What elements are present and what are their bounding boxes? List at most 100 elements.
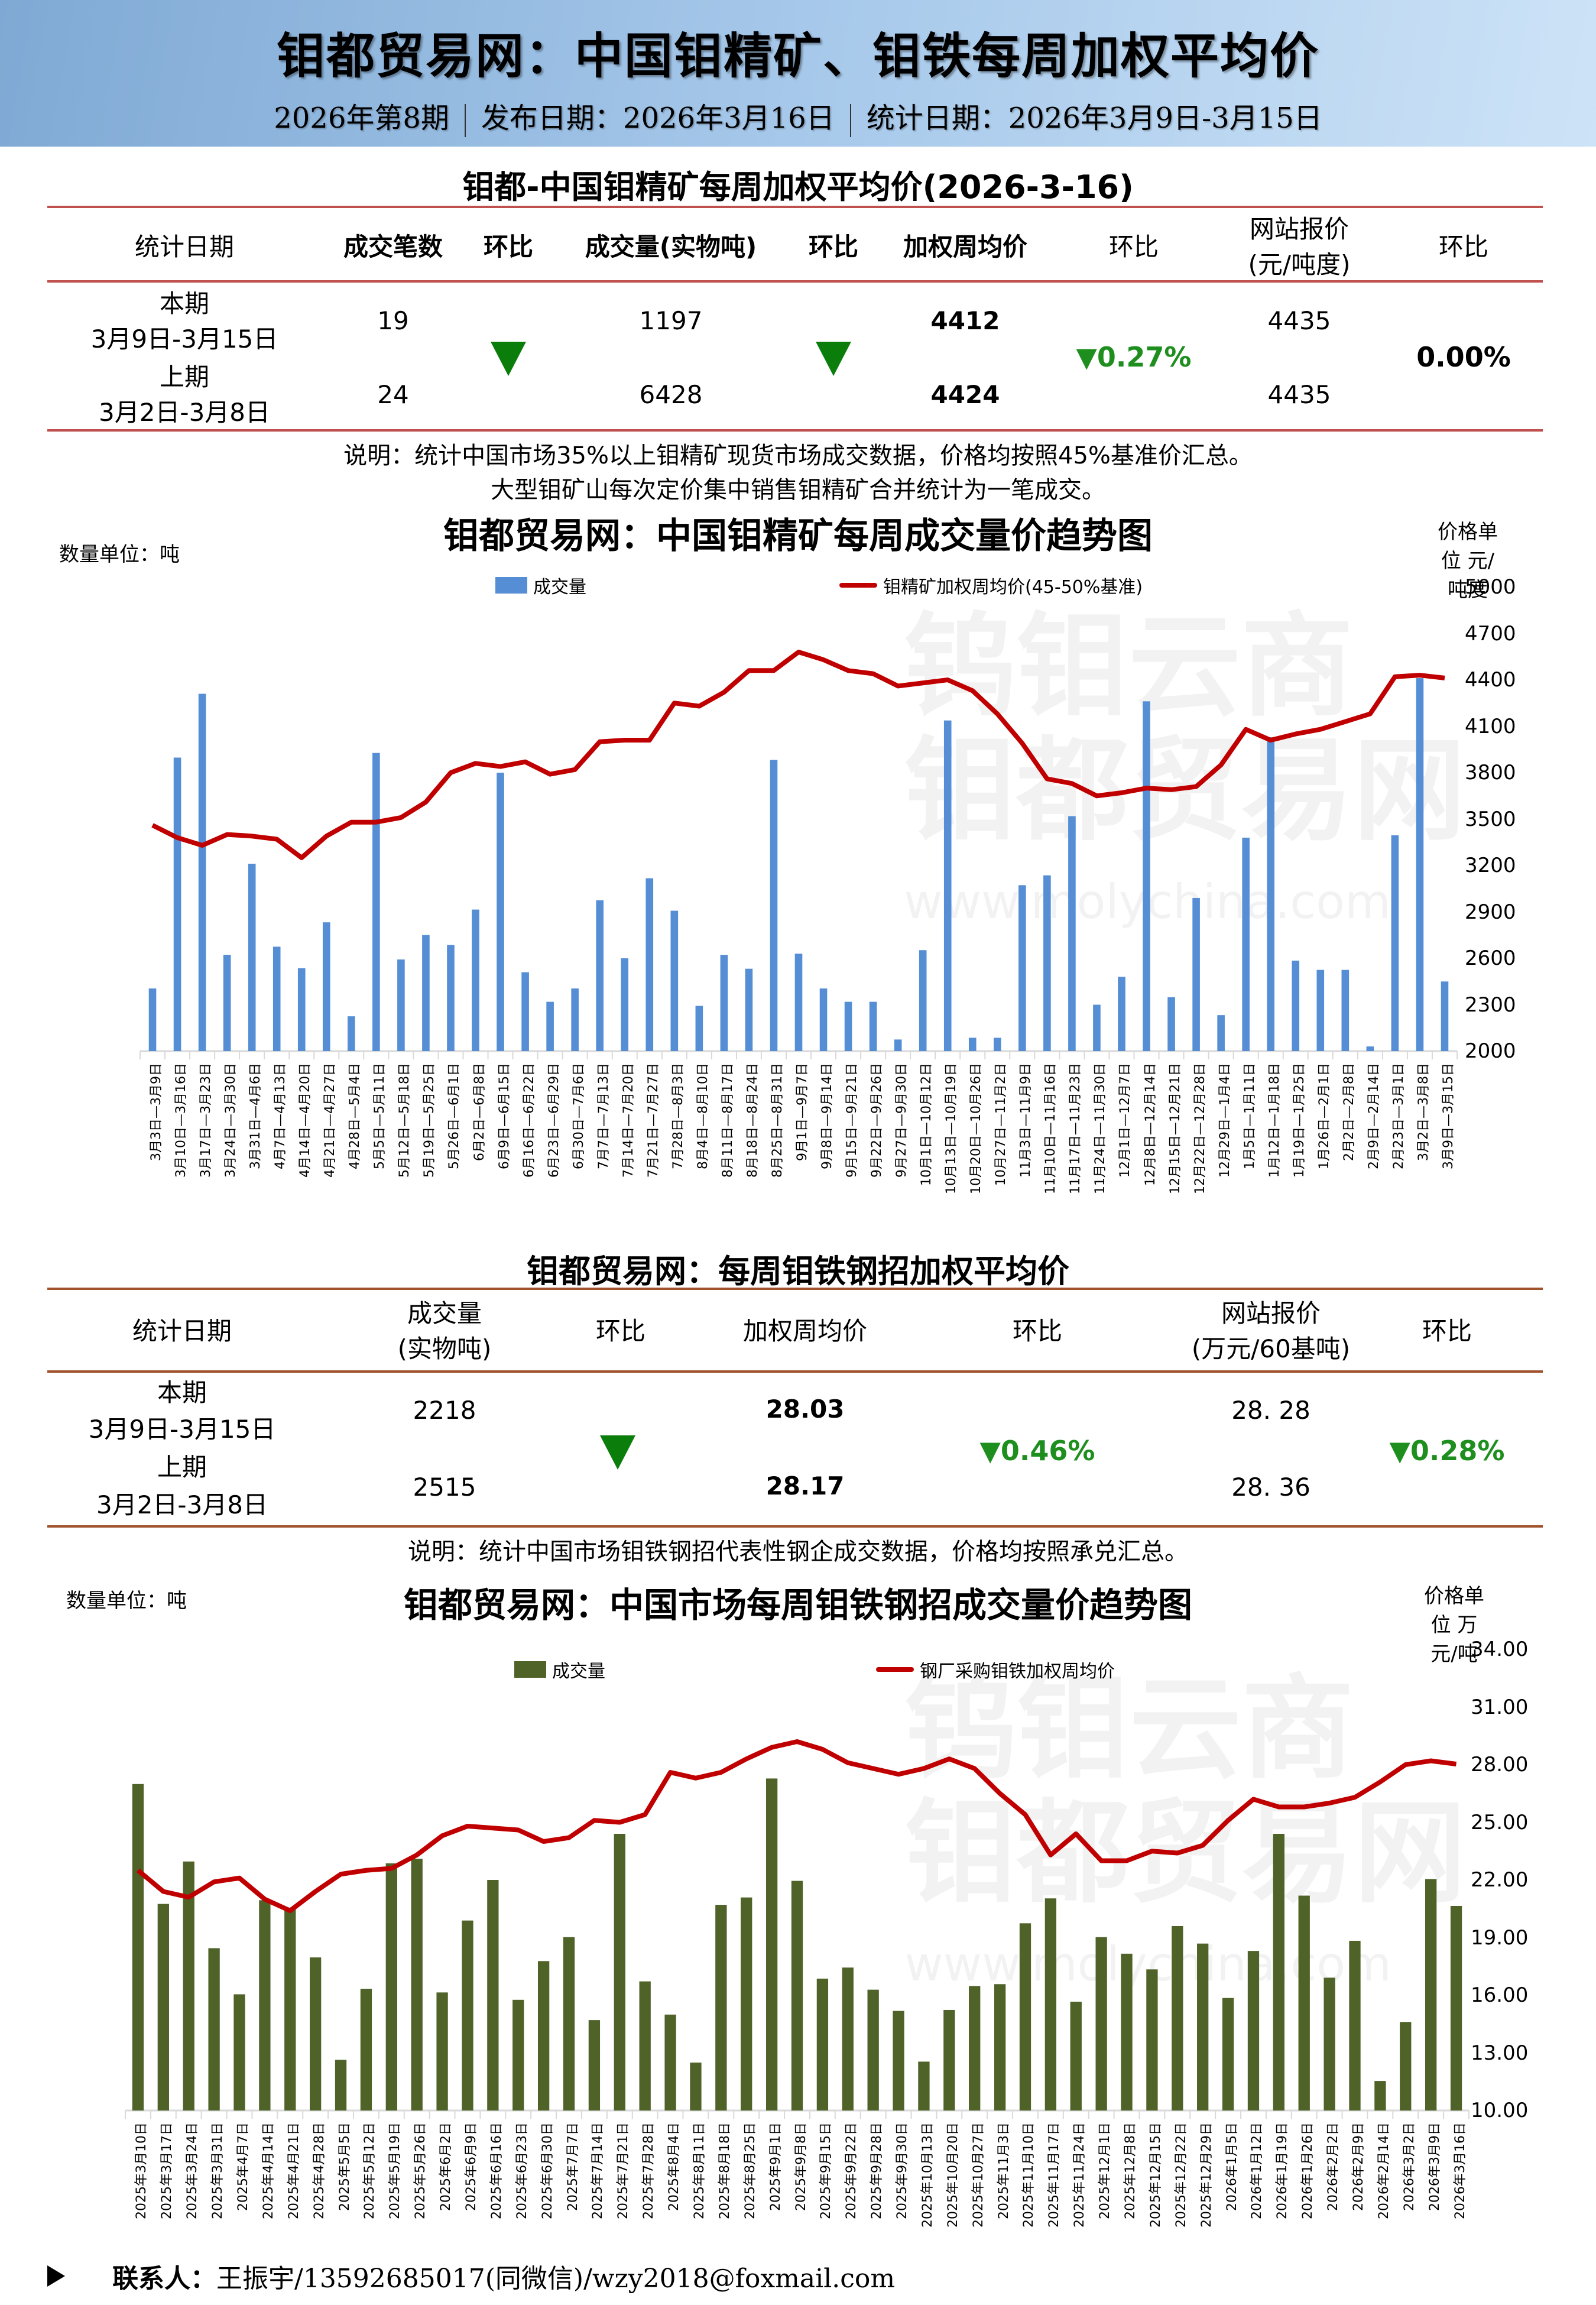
legend-label: 成交量 bbox=[552, 1661, 605, 1682]
previous-site-price: 28. 36 bbox=[1231, 1473, 1310, 1502]
x-tick-label: 2025年9月8日 bbox=[793, 2122, 809, 2211]
x-tick-label: 2025年10月27日 bbox=[971, 2122, 986, 2228]
bar bbox=[819, 988, 828, 1051]
x-tick-label: 2025年7月7日 bbox=[565, 2122, 580, 2211]
current-site-price: 28. 28 bbox=[1231, 1396, 1310, 1425]
y-tick-right: 19.00 bbox=[1471, 1925, 1529, 1950]
concentrate-note-2: 大型钼矿山每次定价集中销售钼精矿合并统计为一笔成交。 bbox=[491, 476, 1105, 504]
bar bbox=[198, 693, 206, 1051]
row-previous-range: 3月2日-3月8日 bbox=[98, 398, 271, 427]
table-rule-header bbox=[47, 280, 1543, 283]
row-current-range: 3月9日-3月15日 bbox=[88, 1415, 276, 1444]
bar bbox=[1242, 837, 1250, 1051]
bar bbox=[335, 2060, 347, 2111]
current-deals: 19 bbox=[377, 306, 409, 335]
bar bbox=[472, 909, 479, 1051]
y-tick-right: 22.00 bbox=[1471, 1868, 1529, 1892]
chart1-legend-price: 钼精矿加权周均价(45-50%基准) bbox=[839, 572, 1143, 598]
bar bbox=[1400, 2022, 1412, 2111]
bar bbox=[1146, 1969, 1158, 2111]
y-tick-right: 4400 bbox=[1465, 668, 1516, 692]
divider bbox=[464, 103, 466, 137]
bar bbox=[842, 1967, 854, 2111]
svg-text:钼都贸易网: 钼都贸易网 bbox=[904, 725, 1465, 856]
table-rule-top bbox=[47, 1288, 1543, 1290]
bar bbox=[1247, 1951, 1260, 2111]
bar bbox=[223, 955, 231, 1051]
col-header-avg-change: 环比 bbox=[1108, 232, 1159, 261]
bar bbox=[765, 1778, 778, 2111]
bar bbox=[1298, 1895, 1310, 2111]
bar bbox=[360, 1989, 372, 2111]
bar bbox=[715, 1905, 727, 2111]
bar bbox=[1425, 1879, 1437, 2111]
table-rule-header bbox=[47, 1370, 1543, 1373]
x-tick-label: 2025年5月5日 bbox=[337, 2122, 352, 2211]
publish-date: 发布日期：2026年3月16日 bbox=[481, 102, 835, 135]
bar bbox=[1316, 970, 1325, 1051]
x-tick-label: 2025年5月12日 bbox=[362, 2122, 378, 2219]
x-tick-label: 2025年3月31日 bbox=[210, 2122, 226, 2219]
current-volume: 2218 bbox=[413, 1396, 476, 1425]
y-tick-right: 31.00 bbox=[1471, 1695, 1529, 1719]
bar bbox=[537, 1961, 550, 2111]
bar bbox=[664, 2014, 676, 2111]
bar bbox=[1044, 1898, 1057, 2111]
col-header-volume: 成交量 bbox=[407, 1299, 482, 1328]
x-tick-label: 2025年11月3日 bbox=[996, 2122, 1011, 2219]
x-tick-label: 2025年12月8日 bbox=[1123, 2122, 1138, 2219]
col-header-date: 统计日期 bbox=[134, 232, 235, 261]
y-tick-right: 2000 bbox=[1465, 1039, 1516, 1063]
bar bbox=[563, 1937, 575, 2111]
legend-swatch-bar bbox=[514, 1661, 546, 1678]
y-tick-right: 4700 bbox=[1465, 621, 1516, 646]
table-rule-top bbox=[47, 206, 1543, 208]
bar bbox=[297, 968, 306, 1051]
legend-label: 钢厂采购钼铁加权周均价 bbox=[920, 1661, 1115, 1682]
chart2-legend-volume: 成交量 bbox=[514, 1656, 605, 1682]
bar bbox=[1366, 1046, 1374, 1051]
bar bbox=[1118, 977, 1125, 1051]
report-title: 钼都贸易网：中国钼精矿、钼铁每周加权平均价 bbox=[276, 28, 1319, 85]
bar bbox=[614, 1834, 625, 2111]
x-tick-label: 2025年6月16日 bbox=[489, 2122, 504, 2219]
row-previous-label: 上期 bbox=[157, 1453, 207, 1481]
chart1-right-unit: 价格单位 元/吨度 bbox=[1438, 520, 1498, 602]
chart2-legend-price: 钢厂采购钼铁加权周均价 bbox=[876, 1656, 1115, 1682]
x-tick-label: 2025年5月26日 bbox=[413, 2122, 429, 2219]
x-tick-label: 2025年12月22日 bbox=[1173, 2122, 1189, 2228]
deals-down-arrow-icon bbox=[491, 342, 526, 376]
bar bbox=[1222, 1998, 1234, 2111]
col-header-volume-unit: (实物吨) bbox=[397, 1334, 492, 1363]
col-header-site-price: 网站报价 bbox=[1221, 1299, 1321, 1328]
bar bbox=[259, 1900, 271, 2111]
y-tick-right: 34.00 bbox=[1471, 1638, 1529, 1661]
x-tick-label: 2025年12月1日 bbox=[1098, 2122, 1113, 2219]
stat-date: 统计日期：2026年3月9日-3月15日 bbox=[866, 102, 1322, 135]
volume-down-arrow-icon bbox=[816, 342, 851, 376]
y-tick-right: 3200 bbox=[1465, 854, 1516, 877]
contact-info: 王振宇/13592685017(同微信)/wzy2018@foxmail.com bbox=[216, 2264, 896, 2294]
x-tick-label: 2025年10月20日 bbox=[945, 2122, 961, 2228]
row-previous-range: 3月2日-3月8日 bbox=[96, 1490, 268, 1519]
x-tick-label: 2025年9月22日 bbox=[844, 2122, 859, 2219]
x-tick-label: 2025年8月4日 bbox=[667, 2122, 682, 2211]
bar bbox=[969, 1986, 981, 2111]
bar bbox=[322, 922, 330, 1051]
bar bbox=[1167, 997, 1175, 1051]
col-header-avg-change: 环比 bbox=[1012, 1317, 1063, 1346]
bar bbox=[1070, 2001, 1082, 2111]
bar bbox=[639, 1981, 651, 2111]
issue-number: 2026年第8期 bbox=[274, 102, 449, 135]
previous-volume: 2515 bbox=[413, 1473, 476, 1502]
bar bbox=[867, 1989, 879, 2111]
col-header-volume-change: 环比 bbox=[808, 232, 859, 261]
bar bbox=[770, 760, 778, 1051]
bar bbox=[497, 773, 504, 1051]
ferro-table-title: 钼都贸易网：每周钼铁钢招加权平均价 bbox=[527, 1253, 1069, 1290]
x-tick-label: 2025年12月15日 bbox=[1148, 2122, 1163, 2228]
bar bbox=[1391, 835, 1399, 1051]
bar bbox=[720, 955, 728, 1051]
previous-volume: 6428 bbox=[639, 380, 703, 409]
x-tick-label: 2025年8月25日 bbox=[742, 2122, 758, 2219]
